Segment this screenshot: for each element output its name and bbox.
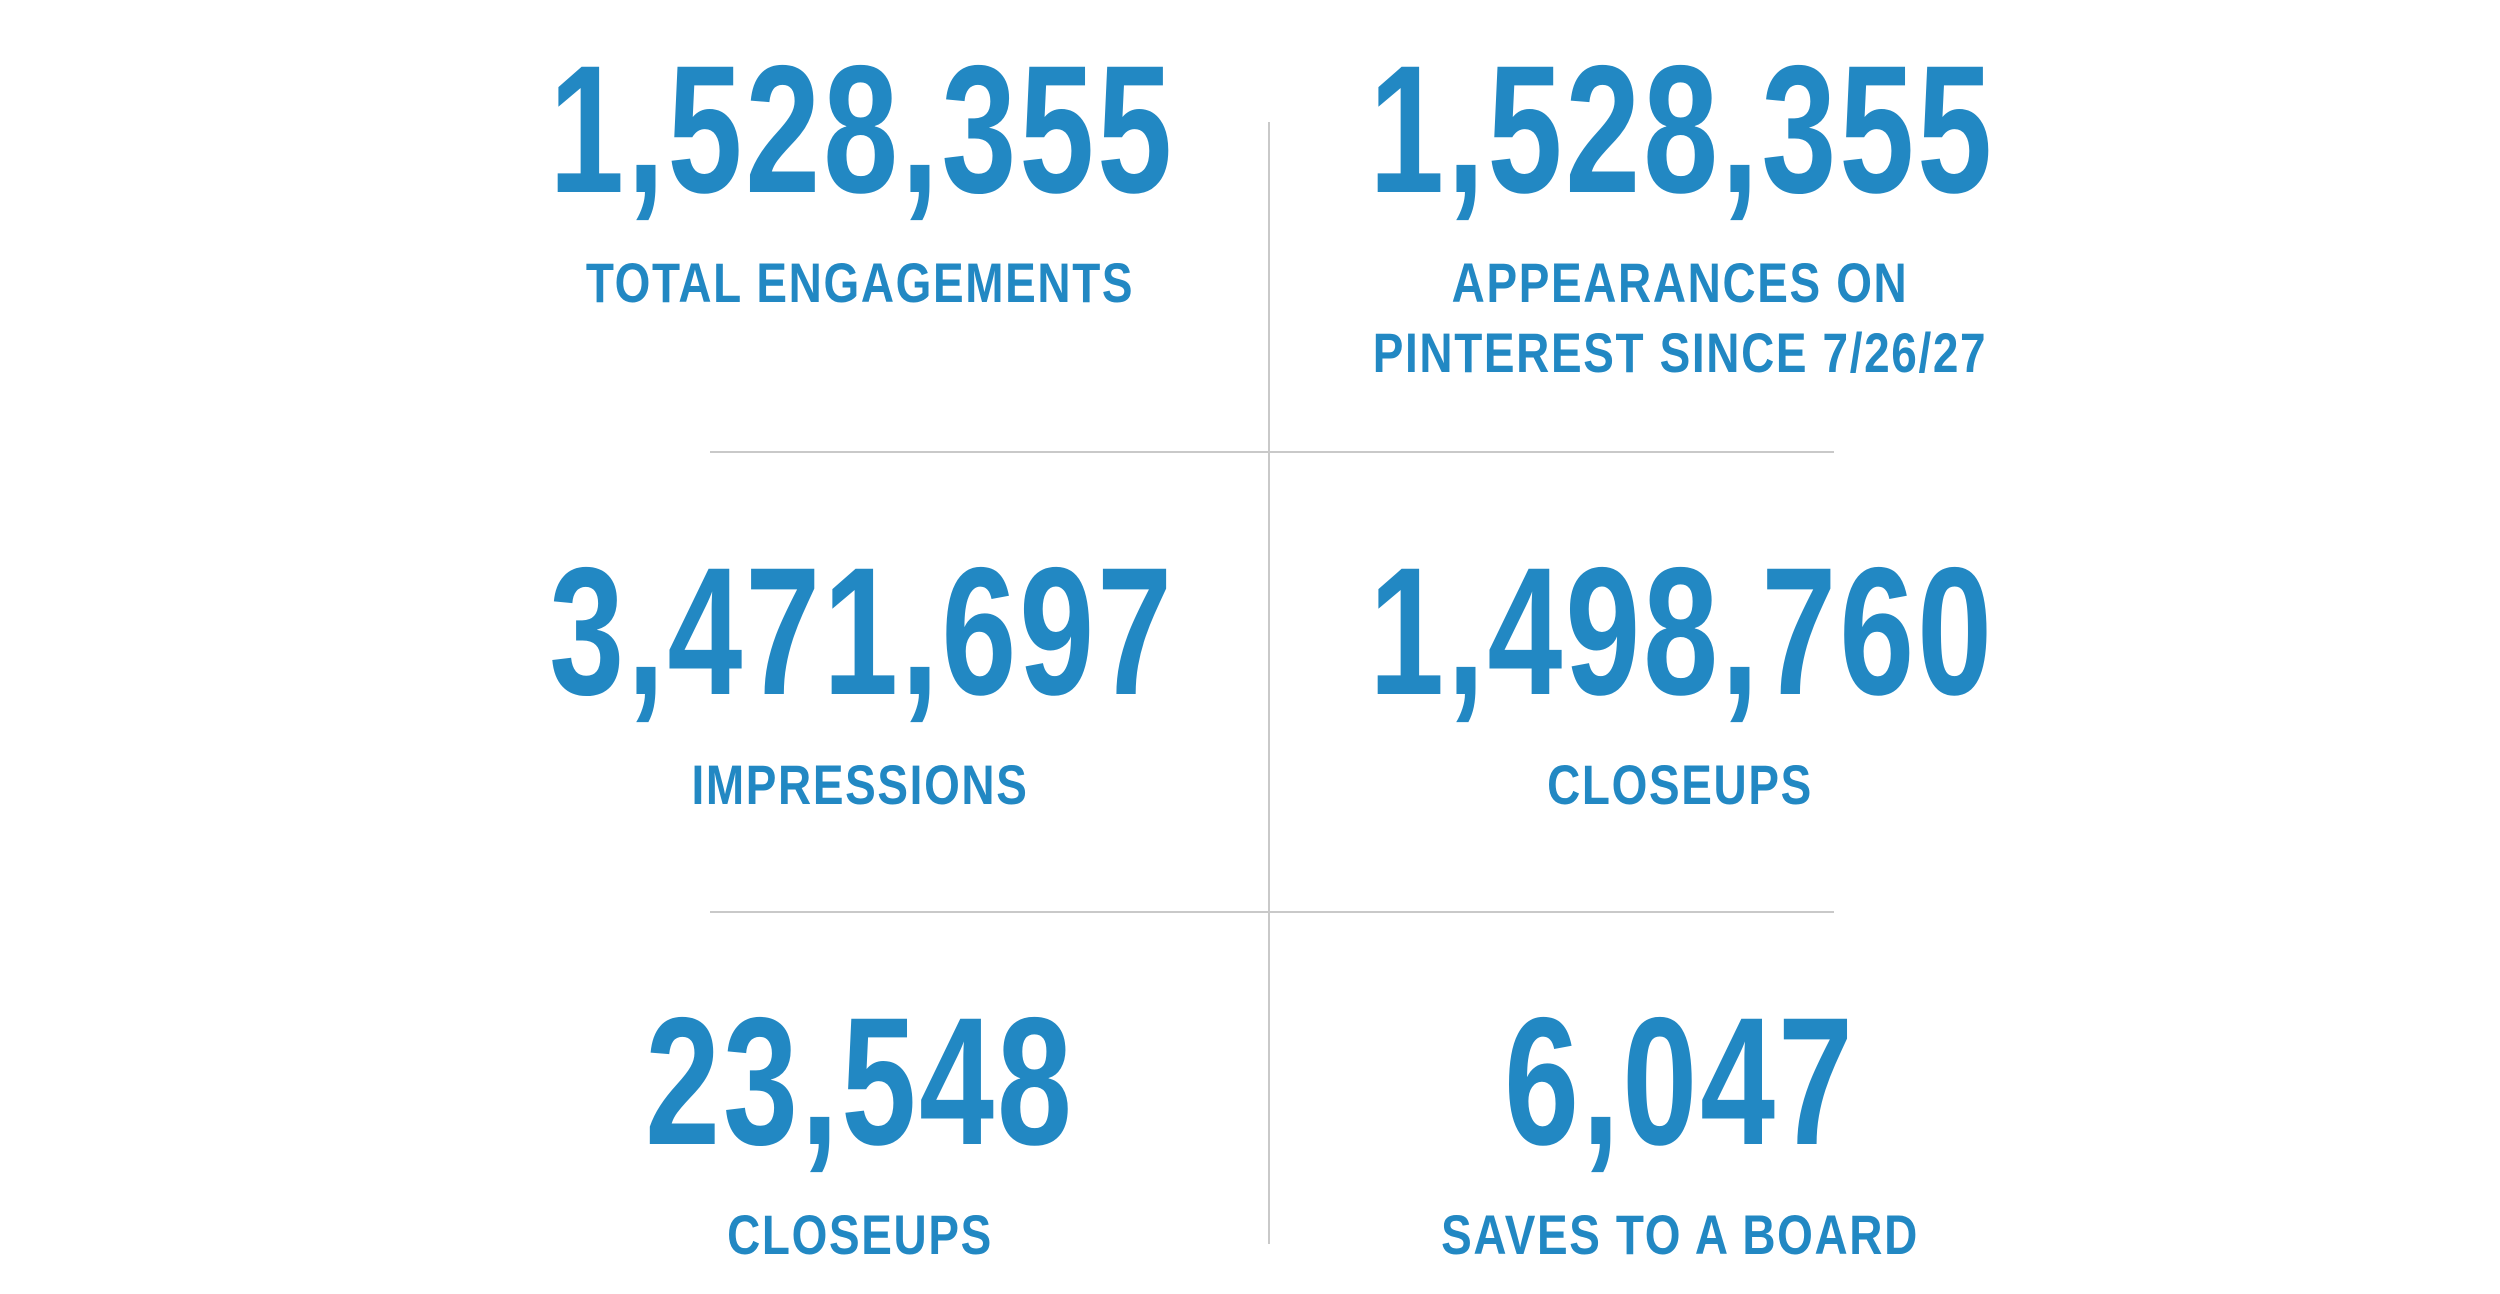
stat-closeups-1: 1,498,760 CLOSEUPS bbox=[1260, 540, 2100, 820]
stat-value: 1,498,760 bbox=[1369, 529, 1995, 733]
stat-label: TOTAL ENGAGEMENTS bbox=[585, 251, 1135, 314]
stat-closeups-2: 23,548 CLOSEUPS bbox=[440, 990, 1280, 1270]
stat-value: 3,471,697 bbox=[549, 529, 1175, 733]
stat-impressions: 3,471,697 IMPRESSIONS bbox=[440, 540, 1280, 820]
stat-value: 23,548 bbox=[645, 979, 1075, 1183]
stat-saves-to-board: 6,047 SAVES TO A BOARD bbox=[1260, 990, 2100, 1270]
vertical-divider bbox=[1268, 122, 1270, 1244]
stat-value: 1,528,355 bbox=[1369, 27, 1995, 231]
stat-label-line-1: APPEARANCES ON bbox=[1451, 251, 1909, 314]
stat-label: CLOSEUPS bbox=[1547, 753, 1813, 816]
stat-appearances: 1,528,355 APPEARANCES ON PINTEREST SINCE… bbox=[1260, 38, 2100, 388]
stat-total-engagements: 1,528,355 TOTAL ENGAGEMENTS bbox=[440, 38, 1280, 318]
stat-label: IMPRESSIONS bbox=[691, 753, 1029, 816]
horizontal-divider-bottom bbox=[710, 911, 1834, 913]
stat-value: 1,528,355 bbox=[549, 27, 1175, 231]
stat-label: SAVES TO A BOARD bbox=[1441, 1203, 1919, 1266]
stat-label: CLOSEUPS bbox=[727, 1203, 993, 1266]
stat-value: 6,047 bbox=[1504, 979, 1856, 1183]
horizontal-divider-top bbox=[710, 451, 1834, 453]
stat-label-line-2: PINTEREST SINCE 7/26/27 bbox=[1372, 321, 1988, 384]
